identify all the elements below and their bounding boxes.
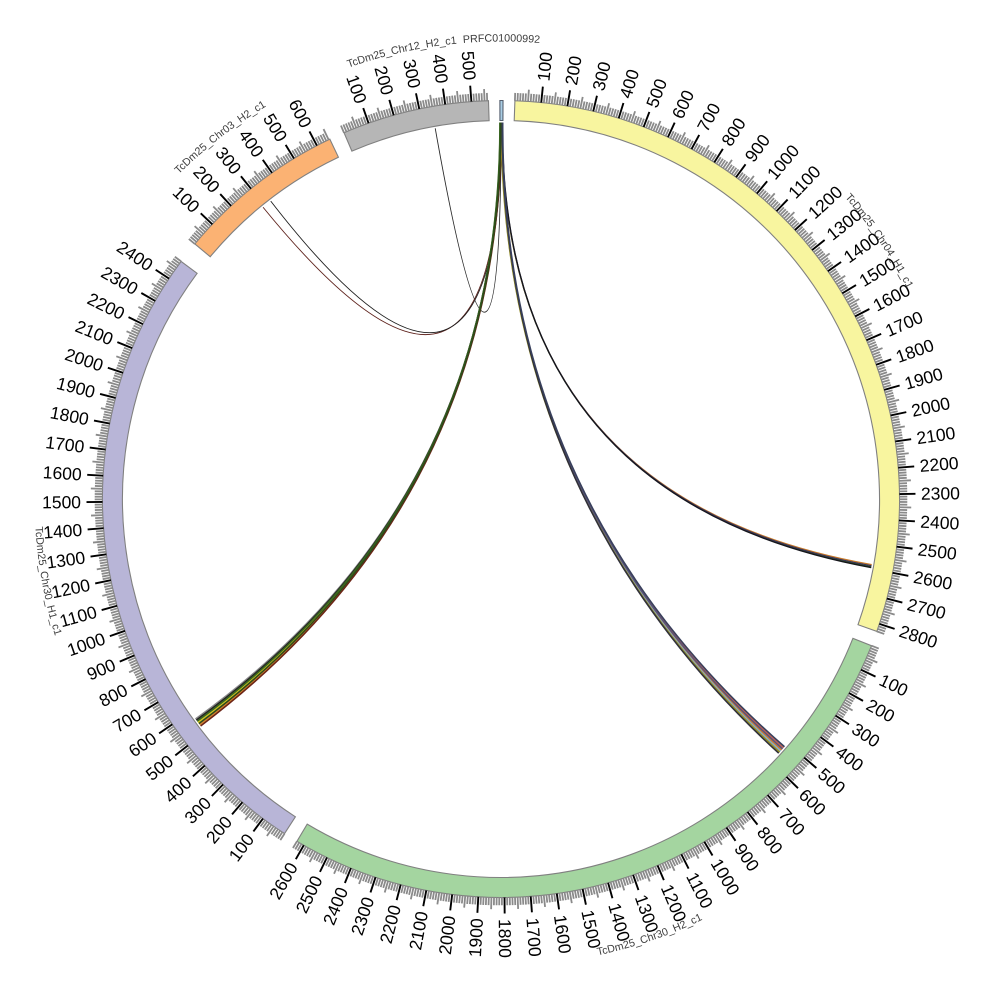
svg-text:2200: 2200 (919, 453, 960, 476)
svg-text:2400: 2400 (920, 512, 960, 534)
svg-text:500: 500 (458, 50, 480, 81)
svg-text:2000: 2000 (435, 914, 460, 955)
svg-text:200: 200 (561, 54, 586, 86)
svg-text:PRFC01000992: PRFC01000992 (463, 32, 541, 46)
svg-text:1700: 1700 (44, 432, 85, 457)
svg-text:1500: 1500 (42, 492, 81, 512)
svg-text:2300: 2300 (921, 483, 960, 503)
svg-text:1600: 1600 (42, 462, 82, 484)
svg-text:100: 100 (533, 51, 556, 82)
svg-text:1800: 1800 (495, 919, 515, 958)
svg-text:400: 400 (428, 53, 452, 85)
svg-text:2500: 2500 (917, 539, 958, 564)
svg-text:1400: 1400 (43, 520, 84, 543)
svg-text:1900: 1900 (465, 917, 487, 957)
svg-text:1700: 1700 (522, 917, 545, 958)
